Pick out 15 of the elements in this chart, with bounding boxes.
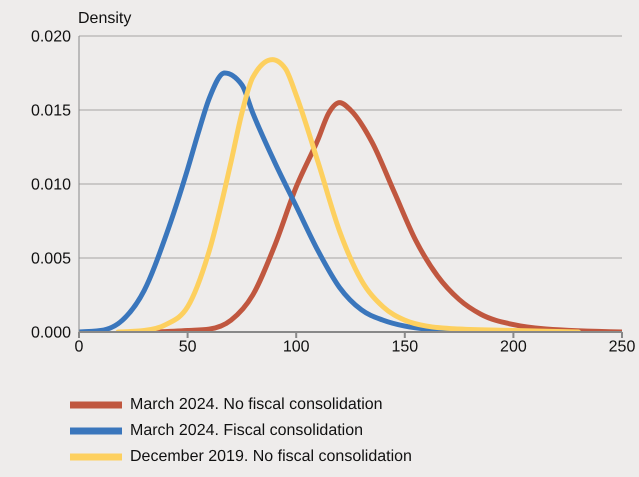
x-tick-label: 100 (282, 338, 310, 356)
x-tick-label: 250 (608, 338, 636, 356)
legend-label: March 2024. No fiscal consolidation (130, 396, 383, 414)
x-tick-label: 0 (74, 338, 84, 356)
y-tick-label: 0.010 (30, 176, 72, 194)
x-tick-label: 200 (500, 338, 527, 356)
y-tick-label: 0.015 (30, 102, 72, 120)
x-tick-label: 50 (178, 338, 197, 356)
legend-label: March 2024. Fiscal consolidation (130, 422, 364, 440)
y-tick-label: 0.005 (30, 250, 72, 268)
y-axis-title: Density (78, 10, 132, 28)
y-tick-label: 0.020 (30, 28, 72, 46)
x-tick-label: 150 (391, 338, 418, 356)
legend-label: December 2019. No fiscal consolidation (130, 448, 412, 466)
y-tick-label: 0.000 (30, 324, 72, 342)
